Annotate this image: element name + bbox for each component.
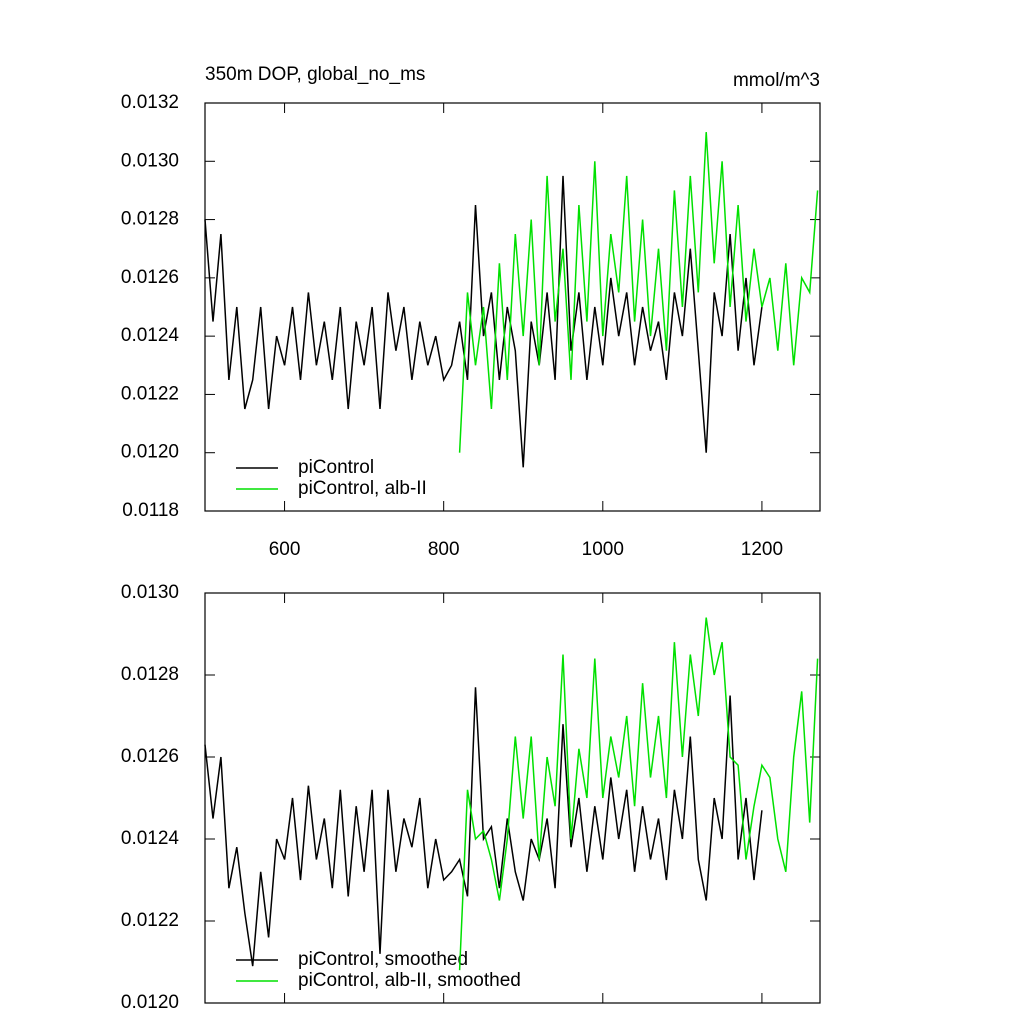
y-tick-label: 0.0130 — [121, 150, 179, 171]
y-tick-label: 0.0128 — [121, 664, 179, 685]
y-tick-label: 0.0132 — [121, 92, 179, 113]
x-tick-label: 800 — [428, 539, 460, 560]
plot-frame — [204, 592, 821, 1004]
legend-label: piControl — [298, 457, 374, 478]
legend-label: piControl, smoothed — [298, 949, 468, 970]
y-tick-label: 0.0118 — [122, 500, 179, 521]
y-tick-label: 0.0126 — [121, 267, 179, 288]
y-tick-label: 0.0124 — [121, 828, 180, 849]
y-tick-label: 0.0122 — [121, 383, 179, 404]
y-tick-label: 0.0128 — [121, 209, 179, 230]
legend-label: piControl, alb-II — [298, 478, 427, 499]
plot-frame — [204, 102, 821, 512]
legend-label: piControl, alb-II, smoothed — [298, 970, 521, 991]
x-tick-label: 1200 — [741, 539, 783, 560]
y-tick-label: 0.0120 — [121, 442, 179, 463]
data-line — [458, 617, 819, 971]
chart-title: 350m DOP, global_no_ms — [205, 64, 425, 85]
data-line — [204, 175, 763, 468]
y-tick-label: 0.0120 — [121, 992, 179, 1013]
data-line — [204, 687, 763, 967]
x-tick-label: 600 — [269, 539, 301, 560]
x-tick-label: 1000 — [582, 539, 624, 560]
y-tick-label: 0.0126 — [121, 746, 179, 767]
y-tick-label: 0.0124 — [121, 325, 180, 346]
y-tick-label: 0.0122 — [121, 910, 179, 931]
units-label: mmol/m^3 — [733, 70, 820, 91]
data-line — [458, 132, 819, 453]
y-tick-label: 0.0130 — [121, 582, 179, 603]
